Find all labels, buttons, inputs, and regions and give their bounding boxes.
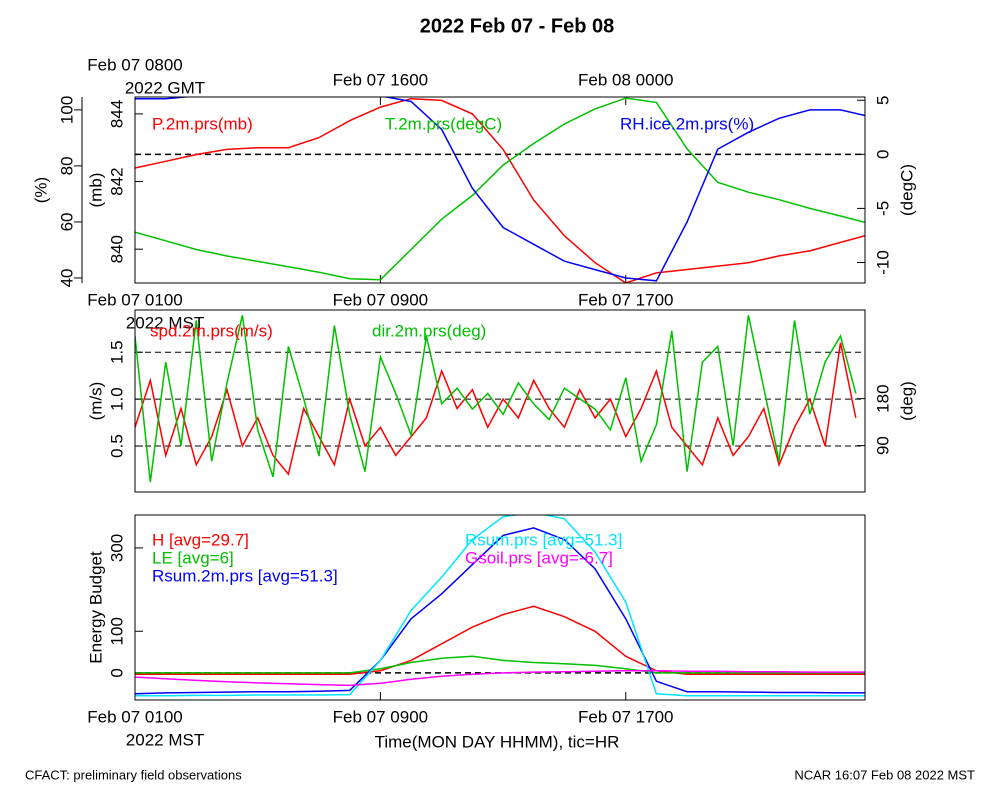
y2-tick-label: -5 [873, 201, 892, 216]
y-tick-label: 0 [107, 668, 126, 677]
series-line [135, 670, 865, 687]
series-line [135, 97, 865, 282]
series-line [135, 515, 865, 697]
series-line [135, 655, 865, 674]
y-axis-title: (mb) [86, 173, 105, 208]
plot-area [135, 315, 857, 483]
series-line [135, 97, 865, 283]
legend-label: Gsoil.prs [avg=-6.7] [465, 548, 613, 567]
legend-label: spd.2m.prs(m/s) [150, 321, 273, 340]
footer-right: NCAR 16:07 Feb 08 2022 MST [794, 767, 975, 782]
x-tick-label: Feb 07 0100 [87, 290, 182, 309]
y2-tick-label: 0 [873, 150, 892, 159]
plot-frame [134, 96, 866, 284]
legend-label: T.2m.prs(degC) [385, 114, 502, 133]
y2-tick-label: 180 [873, 384, 892, 412]
y-tick-label: 100 [107, 617, 126, 645]
x2-tick-label: Feb 08 0000 [578, 70, 673, 89]
series-line [135, 97, 865, 281]
y2-tick-label: 5 [873, 96, 892, 105]
x-note: 2022 MST [126, 730, 204, 749]
x-axis-title: Time(MON DAY HHMM), tic=HR [375, 732, 620, 751]
x2-note: 2022 GMT [125, 78, 205, 97]
y2-axis-title: (degC) [897, 164, 916, 216]
y-tick-label: 840 [107, 235, 126, 263]
y3-tick-label: 40 [57, 268, 76, 287]
legend-label: Rsum.2m.prs [avg=51.3] [152, 566, 338, 585]
legend-label: Rsum.prs [avg=51.3] [465, 530, 622, 549]
series-line [135, 605, 865, 675]
footer-left: CFACT: preliminary field observations [25, 767, 242, 782]
x2-tick-label: Feb 07 1600 [333, 70, 428, 89]
series-line [135, 527, 865, 695]
y-axis-title: Energy Budget [86, 551, 105, 664]
x2-tick-label: Feb 07 0800 [87, 55, 182, 74]
x-tick-label: Feb 07 0900 [333, 707, 428, 726]
y-axis-title: (m/s) [86, 382, 105, 421]
y3-tick-label: 60 [57, 212, 76, 231]
y3-axis-title: (%) [31, 177, 50, 203]
series-line [135, 315, 857, 483]
legend-label: LE [avg=6] [152, 548, 234, 567]
plot-area [135, 97, 865, 283]
x-tick-label: Feb 07 1700 [578, 290, 673, 309]
x-tick-label: Feb 07 0100 [87, 707, 182, 726]
y-tick-label: 844 [107, 100, 126, 128]
y3-tick-label: 100 [57, 96, 76, 124]
y2-axis-title: (deg) [897, 381, 916, 421]
x-tick-label: Feb 07 1700 [578, 707, 673, 726]
y3-tick-label: 80 [57, 156, 76, 175]
y2-tick-label: 90 [873, 436, 892, 455]
x-tick-label: Feb 07 0900 [333, 290, 428, 309]
y-tick-label: 1.0 [107, 387, 126, 411]
plot-area [135, 515, 865, 697]
y-tick-label: 0.5 [107, 434, 126, 458]
legend-label: dir.2m.prs(deg) [372, 321, 486, 340]
plot-frame [134, 514, 866, 701]
legend-label: H [avg=29.7] [152, 530, 249, 549]
chart-title: 2022 Feb 07 - Feb 08 [420, 15, 615, 37]
y-tick-label: 300 [107, 534, 126, 562]
legend-label: P.2m.prs(mb) [152, 114, 253, 133]
plot-frame [134, 309, 866, 493]
y-tick-label: 842 [107, 167, 126, 195]
y-tick-label: 1.5 [107, 340, 126, 364]
series-line [135, 342, 857, 476]
y2-tick-label: -10 [873, 250, 892, 275]
legend-label: RH.ice.2m.prs(%) [620, 114, 754, 133]
x-note: 2022 MST [126, 313, 204, 332]
